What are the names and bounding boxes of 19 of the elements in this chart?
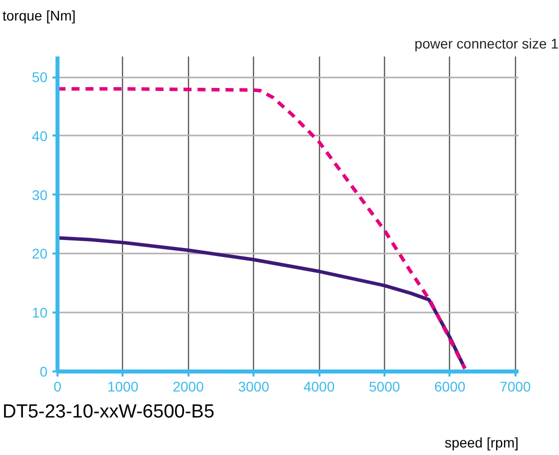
x-tick-label: 3000	[238, 378, 270, 394]
x-tick-label: 5000	[368, 378, 400, 394]
x-tick-label: 0	[54, 378, 62, 394]
y-tick-label: 10	[32, 304, 48, 321]
chart-title: power connector size 1	[414, 36, 559, 52]
x-tick-label: 6000	[434, 378, 466, 394]
y-tick-label: 0	[40, 364, 48, 380]
y-tick-label: 50	[32, 69, 48, 86]
text: DT5-23-10-xxW-6500-B5	[2, 402, 214, 422]
line-series	[58, 87, 467, 370]
y-tick-label: 20	[32, 246, 48, 262]
x-tick-label: 1000	[107, 378, 139, 394]
x-tick-label: 4000	[303, 378, 335, 394]
x-tick-label: 2000	[172, 378, 204, 394]
y-tick-label: 30	[32, 186, 48, 203]
y-tick-label: 40	[32, 128, 48, 144]
y-axis-title: torque [Nm]	[2, 8, 76, 24]
x-axis-title: speed [rpm]	[444, 434, 519, 450]
x-tick-label: 7000	[500, 378, 532, 394]
